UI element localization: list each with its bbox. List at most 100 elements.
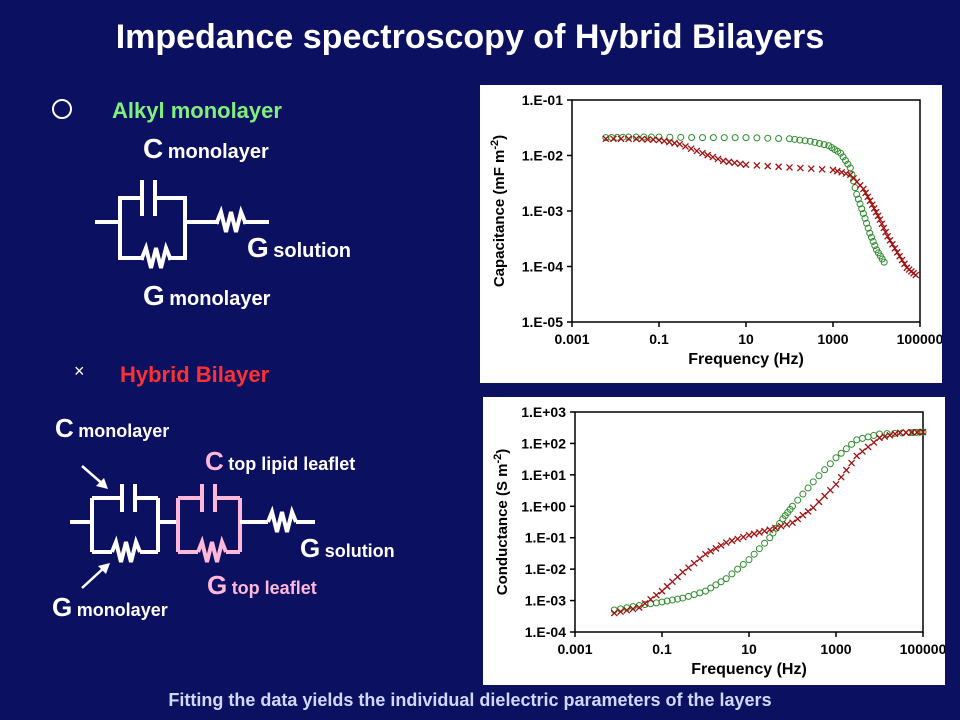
alkyl-marker-icon (52, 99, 72, 119)
data-point (719, 157, 727, 165)
g-letter: G (207, 570, 228, 600)
data-point (896, 429, 904, 437)
data-point (804, 484, 812, 492)
data-point (638, 135, 646, 143)
data-point (764, 162, 772, 170)
data-point (908, 428, 916, 436)
data-point (609, 135, 617, 143)
data-point (815, 472, 823, 480)
data-point (725, 158, 733, 166)
data-point (842, 466, 850, 474)
data-point (863, 219, 871, 227)
data-point (766, 526, 774, 534)
data-point (839, 153, 847, 161)
data-point (884, 232, 892, 240)
x-tick-label: 0.001 (554, 331, 589, 347)
data-point (739, 533, 747, 541)
data-point (870, 204, 878, 212)
data-point (745, 556, 753, 564)
data-point (602, 135, 610, 143)
g-subscript: solution (273, 240, 351, 262)
hybrid-circuit-diagram (70, 465, 315, 589)
y-axis-label: Capacitance (mF m-2) (489, 135, 508, 287)
data-point (848, 459, 856, 467)
g-letter: G (52, 592, 73, 622)
data-point (712, 544, 720, 552)
y-tick-label: 1.E-01 (525, 530, 566, 546)
data-point (696, 589, 704, 597)
data-point (712, 581, 720, 589)
data-point (704, 151, 712, 159)
g-letter: G (247, 232, 269, 263)
y-tick-label: 1.E-02 (522, 148, 563, 164)
g-subscript: monolayer (169, 288, 271, 310)
data-point (913, 428, 921, 436)
g-subscript: top leaflet (231, 578, 317, 598)
data-point (866, 229, 874, 237)
data-point (684, 564, 692, 572)
y-tick-label: 1.E+02 (521, 435, 566, 451)
data-point (893, 248, 901, 256)
data-point (668, 596, 676, 604)
data-point (859, 185, 867, 193)
data-point (731, 159, 739, 167)
data-point (880, 258, 888, 266)
data-point (858, 434, 866, 442)
conductance-chart: 1.E-04 1.E-03 1.E-02 1.E-01 1.E+00 1.E+01 1.E+… (492, 404, 947, 678)
capacitance-chart-panel: 1.E-05 1.E-04 1.E-03 1.E-02 1.E-01 0.001 0.1 10… (480, 85, 944, 383)
data-point (693, 147, 701, 155)
alkyl-circuit-diagram (95, 180, 269, 269)
data-point (833, 167, 841, 175)
data-point (709, 153, 717, 161)
g-top-leaflet-label: G top leaflet (207, 570, 317, 601)
data-point (674, 595, 682, 603)
data-point (722, 539, 730, 547)
data-point (761, 539, 769, 547)
c-monolayer-label-2: C monolayer (55, 413, 169, 444)
data-point (820, 141, 828, 149)
data-point (853, 190, 861, 198)
data-point (853, 452, 861, 460)
data-point (731, 134, 739, 142)
data-point (750, 530, 758, 538)
data-point (625, 135, 633, 143)
x-tick-label: 10 (738, 331, 754, 347)
data-point (745, 531, 753, 539)
g-monolayer-label: G monolayer (143, 280, 270, 312)
data-point (753, 134, 761, 142)
data-point (755, 545, 763, 553)
data-point (876, 434, 883, 442)
data-point (660, 137, 668, 145)
data-point (629, 605, 637, 613)
x-tick-label: 10 (741, 641, 757, 657)
y-tick-label: 1.E-04 (525, 624, 566, 640)
x-tick-label: 100000 (900, 641, 945, 657)
data-point (753, 161, 761, 169)
data-point (709, 134, 717, 142)
data-point (837, 449, 845, 457)
data-point (901, 260, 908, 268)
x-axis-label: Frequency (Hz) (691, 661, 807, 678)
c-subscript: monolayer (167, 141, 269, 163)
g-letter: G (143, 280, 165, 311)
data-point (864, 224, 872, 232)
c-top-lipid-leaflet-label: C top lipid leaflet (205, 446, 355, 477)
data-point (720, 134, 728, 142)
data-point (786, 135, 793, 143)
data-point (862, 189, 870, 197)
y-tick-label: 1.E-01 (522, 92, 563, 108)
data-point (617, 135, 625, 143)
conductance-chart-panel: 1.E-04 1.E-03 1.E-02 1.E-01 1.E+00 1.E+01 1.E+… (483, 397, 947, 685)
data-point (919, 428, 927, 436)
data-point (690, 559, 698, 567)
data-point (799, 490, 807, 498)
data-point (734, 565, 742, 573)
data-point (717, 578, 725, 586)
hybrid-label: Hybrid Bilayer (120, 362, 270, 387)
data-point (837, 473, 845, 481)
data-point (641, 599, 649, 607)
data-point (676, 140, 684, 148)
data-point (838, 168, 846, 176)
data-point (652, 591, 660, 599)
y-tick-label: 1.E+03 (521, 404, 566, 420)
